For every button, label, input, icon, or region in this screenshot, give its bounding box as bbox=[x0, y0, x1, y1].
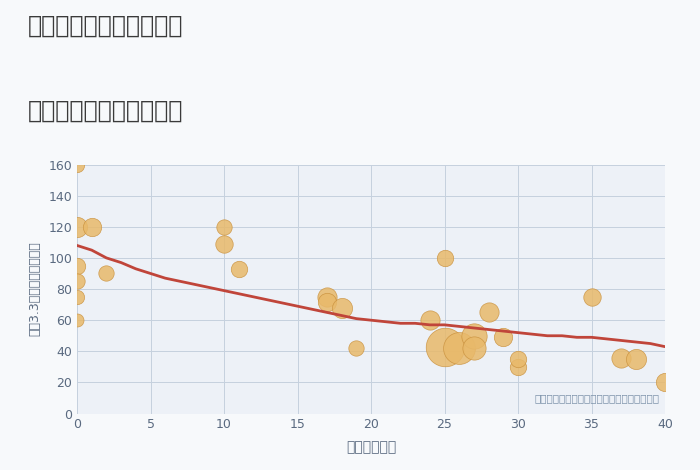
Text: 円の大きさは、取引のあった物件面積を示す: 円の大きさは、取引のあった物件面積を示す bbox=[534, 394, 659, 404]
Point bbox=[424, 316, 435, 324]
Point bbox=[454, 345, 465, 352]
Point bbox=[71, 293, 83, 301]
Point bbox=[71, 262, 83, 269]
Point bbox=[86, 223, 97, 231]
Text: 奈良県奈良市東寺林町の: 奈良県奈良市東寺林町の bbox=[28, 14, 183, 38]
Point bbox=[659, 379, 671, 386]
Point bbox=[71, 316, 83, 324]
Point bbox=[498, 334, 509, 341]
Point bbox=[483, 309, 494, 316]
Point bbox=[71, 223, 83, 231]
Point bbox=[630, 355, 641, 363]
Point bbox=[321, 293, 332, 301]
Point bbox=[615, 354, 626, 361]
Point bbox=[468, 345, 480, 352]
Point bbox=[233, 265, 244, 273]
Point bbox=[321, 298, 332, 306]
Text: 築年数別中古戸建て価格: 築年数別中古戸建て価格 bbox=[28, 99, 183, 123]
Point bbox=[101, 270, 112, 277]
Point bbox=[439, 343, 450, 351]
Point bbox=[468, 332, 480, 339]
Point bbox=[439, 254, 450, 262]
X-axis label: 築年数（年）: 築年数（年） bbox=[346, 440, 396, 454]
Point bbox=[512, 355, 524, 363]
Point bbox=[351, 345, 362, 352]
Y-axis label: 坪（3.3㎡）単価（万円）: 坪（3.3㎡）単価（万円） bbox=[28, 242, 41, 337]
Point bbox=[218, 223, 230, 231]
Point bbox=[512, 363, 524, 371]
Point bbox=[218, 240, 230, 248]
Point bbox=[586, 293, 597, 301]
Point bbox=[71, 161, 83, 168]
Point bbox=[336, 304, 347, 312]
Point bbox=[71, 277, 83, 285]
